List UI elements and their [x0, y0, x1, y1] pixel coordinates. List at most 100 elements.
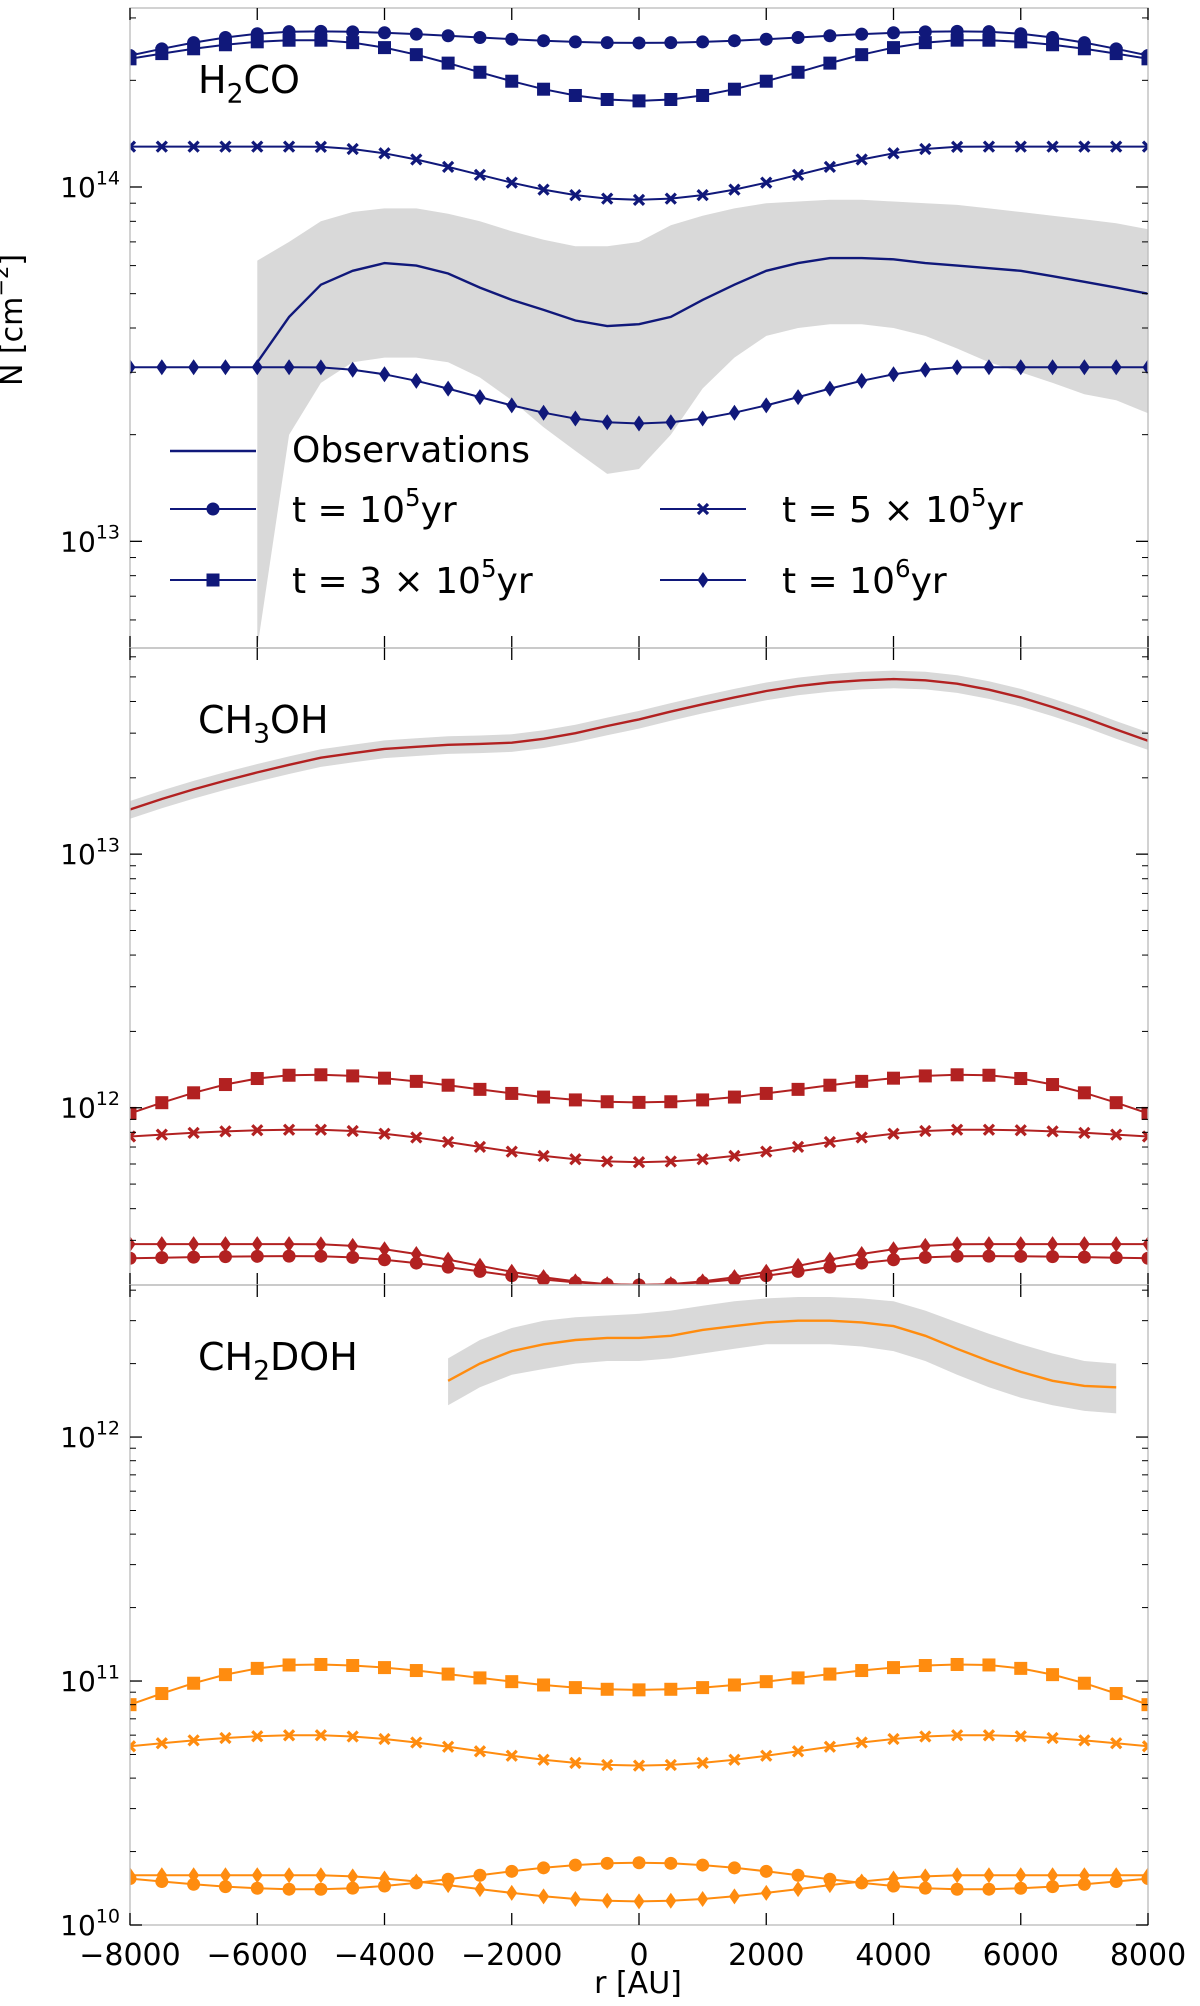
model-point-t3e5: [1109, 1096, 1123, 1110]
model-point-t3e5: [823, 1078, 837, 1092]
model-point-t1e5: [346, 1881, 360, 1895]
model-point-t1e6: [951, 1867, 963, 1884]
observation-band: [448, 1297, 1117, 1414]
model-point-t1e6: [697, 410, 709, 427]
model-point-t1e5: [1077, 1877, 1091, 1891]
model-point-t3e5: [155, 47, 169, 61]
model-point-t3e5: [282, 33, 296, 47]
model-point-t1e5: [250, 1249, 264, 1263]
model-point-t5e5: [314, 1729, 328, 1742]
model-point-t3e5: [918, 36, 932, 50]
model-point-t3e5: [130, 52, 137, 66]
model-point-t5e5: [378, 1732, 391, 1746]
model-point-t1e6: [824, 380, 836, 397]
model-point-t3e5: [218, 1668, 232, 1682]
model-point-t5e5: [919, 142, 932, 156]
model-point-t1e5: [1014, 1881, 1028, 1895]
model-point-t5e5: [919, 1124, 932, 1138]
model-point-t5e5: [887, 147, 900, 160]
model-point-t1e5: [632, 1856, 646, 1870]
model-point-t3e5: [664, 1095, 678, 1109]
legend-label-t1e6: t = 106yr: [782, 554, 947, 602]
model-point-t1e5: [568, 35, 582, 49]
model-point-t1e6: [219, 359, 231, 376]
model-point-t3e5: [632, 1095, 646, 1109]
model-point-t1e6: [379, 1241, 390, 1258]
y-tick-label: 1014: [60, 167, 120, 204]
model-point-t5e5: [728, 1149, 741, 1163]
model-point-t3e5: [791, 65, 805, 79]
model-point-t1e6: [888, 366, 899, 383]
model-point-t5e5: [537, 1753, 550, 1766]
model-point-t1e6: [506, 397, 518, 414]
model-point-t1e5: [568, 1858, 582, 1872]
observation-band: [257, 199, 1148, 648]
model-point-t1e5: [727, 34, 741, 48]
model-point-t1e6: [538, 1888, 550, 1905]
model-point-t1e6: [1078, 359, 1090, 376]
model-point-t5e5: [664, 192, 677, 205]
model-point-t1e5: [537, 1861, 551, 1875]
model-point-t5e5: [760, 176, 773, 189]
model-point-t3e5: [1077, 42, 1091, 56]
model-point-t3e5: [1046, 38, 1060, 52]
model-point-t1e5: [346, 1250, 360, 1264]
molecule-label: H2CO: [198, 58, 300, 110]
model-point-t5e5: [632, 1759, 646, 1772]
model-point-t3e5: [505, 74, 519, 88]
model-point-t1e6: [283, 359, 295, 376]
model-point-t1e5: [950, 1249, 964, 1263]
model-point-t5e5: [696, 188, 709, 202]
model-point-t3e5: [250, 1072, 264, 1086]
model-point-t5e5: [314, 1123, 328, 1136]
model-point-t5e5: [791, 168, 805, 181]
model-point-t5e5: [791, 1745, 805, 1758]
model-point-t5e5: [855, 1131, 868, 1144]
model-point-t1e6: [665, 414, 677, 431]
model-point-t3e5: [727, 1090, 741, 1104]
model-point-t1e6: [601, 1892, 613, 1909]
model-point-t1e6: [379, 1870, 390, 1887]
model-point-t5e5: [346, 1124, 359, 1138]
model-point-t1e6: [1078, 1867, 1090, 1884]
model-point-t1e6: [130, 1867, 136, 1884]
model-point-t1e6: [919, 361, 931, 378]
legend: Observations t = 105yr t = 3 × 105yr t = 5 …: [170, 430, 1023, 602]
model-point-t1e5: [505, 32, 519, 46]
model-point-t3e5: [441, 56, 455, 70]
y-tick-label: 1012: [60, 1088, 120, 1125]
model-point-t5e5: [664, 1155, 677, 1168]
model-point-t5e5: [855, 153, 868, 166]
model-point-t1e6: [888, 1241, 899, 1258]
model-point-t5e5: [823, 1135, 837, 1149]
model-point-t3e5: [759, 1675, 773, 1689]
observation-band: [130, 670, 1148, 819]
model-point-t1e6: [474, 1257, 486, 1274]
model-point-t1e6: [919, 1237, 931, 1254]
legend-label-t3e5: t = 3 × 105yr: [292, 554, 533, 602]
model-point-t1e6: [506, 1263, 518, 1280]
model-point-t1e6: [983, 1867, 995, 1884]
model-point-t5e5: [537, 1149, 550, 1163]
model-point-t1e6: [442, 380, 454, 397]
model-point-t3e5: [982, 1068, 996, 1082]
model-point-t5e5: [601, 1758, 614, 1772]
model-point-t3e5: [759, 1086, 773, 1100]
model-point-t1e6: [1110, 359, 1122, 376]
panels: 1013 1014 H2CO Observations t = 105yr t = 3 ×…: [60, 7, 1186, 1973]
y-tick-label: 1010: [60, 1905, 120, 1942]
model-point-t3e5: [378, 1661, 391, 1675]
model-point-t5e5: [632, 193, 646, 206]
model-point-t3e5: [823, 1667, 837, 1681]
legend-marker-t3e5: [206, 573, 220, 587]
model-point-t3e5: [918, 1659, 932, 1673]
model-point-t1e6: [379, 366, 390, 383]
model-point-t1e5: [473, 1868, 487, 1882]
model-point-t1e6: [251, 359, 263, 376]
model-point-t3e5: [1046, 1668, 1060, 1682]
model-point-t5e5: [505, 176, 518, 189]
observation-line: [447, 1319, 1117, 1389]
model-point-t3e5: [537, 82, 551, 96]
model-point-t3e5: [378, 1071, 391, 1085]
